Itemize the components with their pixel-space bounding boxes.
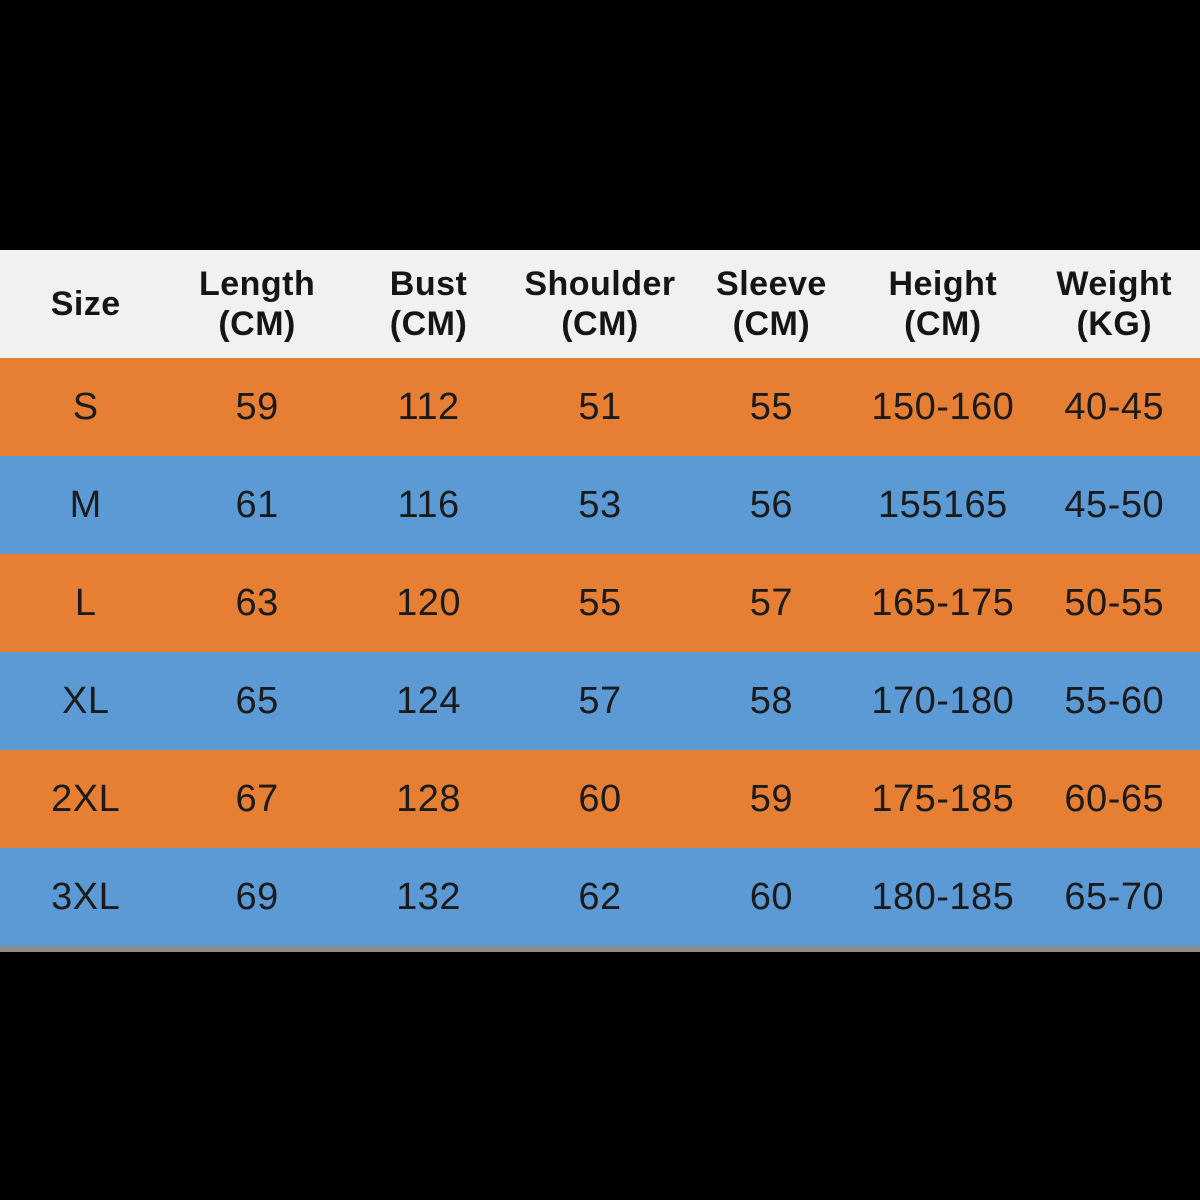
cell-weight: 65-70 — [1064, 875, 1165, 918]
size-chart-table: Size Length (CM) Bust (CM) Shoulder (CM) Sleeve… — [0, 250, 1200, 952]
table-header-row: Size Length (CM) Bust (CM) Shoulder (CM) Sleeve… — [0, 250, 1200, 358]
column-header-shoulder: Shoulder (CM) — [514, 264, 685, 344]
cell-weight: 50-55 — [1064, 581, 1165, 624]
cell-bust: 132 — [396, 875, 462, 918]
cell-shoulder: 57 — [578, 679, 622, 722]
cell-shoulder: 62 — [578, 875, 622, 918]
table-row-size-3xl: 3XL 69 132 62 60 180-185 65-70 — [0, 848, 1200, 946]
column-header-unit: (CM) — [732, 305, 811, 343]
column-header-height: Height (CM) — [857, 264, 1028, 344]
cell-bust: 128 — [396, 777, 462, 820]
cell-length: 69 — [235, 875, 279, 918]
cell-size: L — [74, 581, 97, 624]
cell-shoulder: 53 — [578, 483, 622, 526]
column-header-label: Bust — [389, 264, 468, 303]
cell-shoulder: 55 — [578, 581, 622, 624]
cell-height: 165-175 — [871, 581, 1015, 624]
column-header-label: Height — [888, 264, 998, 303]
table-row-size-m: M 61 116 53 56 155165 45-50 — [0, 456, 1200, 554]
column-header-label: Sleeve — [716, 264, 827, 303]
table-row-size-l: L 63 120 55 57 165-175 50-55 — [0, 554, 1200, 652]
cell-sleeve: 55 — [749, 385, 794, 428]
cell-weight: 55-60 — [1064, 679, 1165, 722]
cell-size: M — [69, 483, 102, 526]
column-header-unit: (CM) — [561, 305, 639, 343]
table-row-size-s: S 59 112 51 55 150-160 40-45 — [0, 358, 1200, 456]
column-header-bust: Bust (CM) — [343, 264, 514, 344]
column-header-length: Length (CM) — [171, 264, 342, 344]
table-row-size-xl: XL 65 124 57 58 170-180 55-60 — [0, 652, 1200, 750]
column-header-size: Size — [0, 284, 171, 324]
cell-height: 175-185 — [871, 777, 1015, 820]
cell-sleeve: 60 — [749, 875, 794, 918]
cell-length: 65 — [235, 679, 279, 722]
column-header-label: Shoulder — [524, 264, 676, 303]
cell-height: 180-185 — [871, 875, 1015, 918]
cell-length: 67 — [235, 777, 279, 820]
cell-sleeve: 57 — [749, 581, 794, 624]
cell-bust: 120 — [396, 581, 462, 624]
cell-size: 2XL — [51, 777, 121, 820]
column-header-label: Length — [198, 264, 316, 303]
cell-size: XL — [61, 679, 110, 722]
cell-sleeve: 59 — [749, 777, 794, 820]
cell-height: 155165 — [877, 483, 1008, 526]
cell-weight: 45-50 — [1064, 483, 1165, 526]
column-header-label: Size — [50, 284, 121, 323]
column-header-label: Weight — [1056, 264, 1173, 303]
cell-height: 150-160 — [871, 385, 1015, 428]
cell-sleeve: 56 — [749, 483, 794, 526]
cell-length: 63 — [235, 581, 279, 624]
cell-length: 59 — [235, 385, 279, 428]
cell-bust: 112 — [397, 385, 460, 428]
cell-size: 3XL — [51, 875, 121, 918]
cell-shoulder: 60 — [578, 777, 622, 820]
cell-bust: 124 — [396, 679, 462, 722]
column-header-sleeve: Sleeve (CM) — [686, 264, 857, 344]
cell-weight: 60-65 — [1064, 777, 1165, 820]
table-bottom-strip — [0, 946, 1200, 952]
table-row-size-2xl: 2XL 67 128 60 59 175-185 60-65 — [0, 750, 1200, 848]
cell-size: S — [72, 385, 99, 428]
column-header-unit: (CM) — [389, 305, 468, 343]
column-header-unit: (CM) — [218, 305, 296, 343]
cell-shoulder: 51 — [578, 385, 622, 428]
cell-weight: 40-45 — [1064, 385, 1165, 428]
table-body: S 59 112 51 55 150-160 40-45 M 61 116 53 56 155165 45… — [0, 358, 1200, 946]
column-header-unit: (KG) — [1076, 305, 1153, 343]
column-header-unit: (CM) — [904, 305, 982, 343]
column-header-weight: Weight (KG) — [1029, 264, 1200, 344]
cell-height: 170-180 — [871, 679, 1015, 722]
cell-bust: 116 — [397, 483, 460, 526]
cell-sleeve: 58 — [749, 679, 794, 722]
cell-length: 61 — [235, 483, 279, 526]
